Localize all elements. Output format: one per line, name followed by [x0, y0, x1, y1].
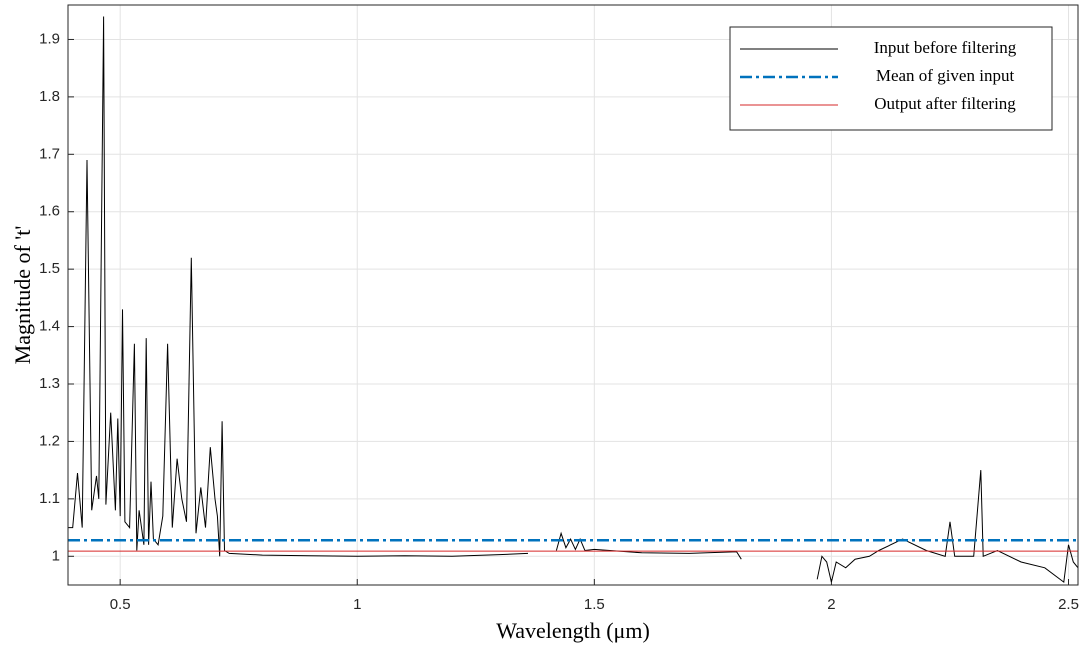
x-tick-label: 0.5	[110, 596, 131, 613]
y-tick-label: 1.3	[39, 375, 60, 392]
y-tick-label: 1.9	[39, 30, 60, 47]
y-tick-label: 1.2	[39, 432, 60, 449]
x-tick-label: 1	[353, 596, 361, 613]
y-tick-label: 1.8	[39, 88, 60, 105]
x-axis-label: Wavelength (μm)	[496, 618, 650, 643]
y-axis-label: Magnitude of 't'	[10, 226, 35, 365]
x-tick-label: 2	[827, 596, 835, 613]
y-tick-label: 1	[52, 547, 60, 564]
plot-frame	[67, 4, 1079, 586]
x-tick-label: 2.5	[1058, 596, 1079, 613]
y-tick-label: 1.1	[39, 490, 60, 507]
y-tick-label: 1.6	[39, 203, 60, 220]
y-tick-label: 1.5	[39, 260, 60, 277]
legend-label: Mean of given input	[876, 66, 1015, 85]
legend-label: Output after filtering	[874, 94, 1016, 113]
legend-box	[729, 26, 1053, 131]
y-tick-label: 1.7	[39, 145, 60, 162]
x-tick-label: 1.5	[584, 596, 605, 613]
y-tick-label: 1.4	[39, 318, 60, 335]
legend-label: Input before filtering	[874, 38, 1017, 57]
